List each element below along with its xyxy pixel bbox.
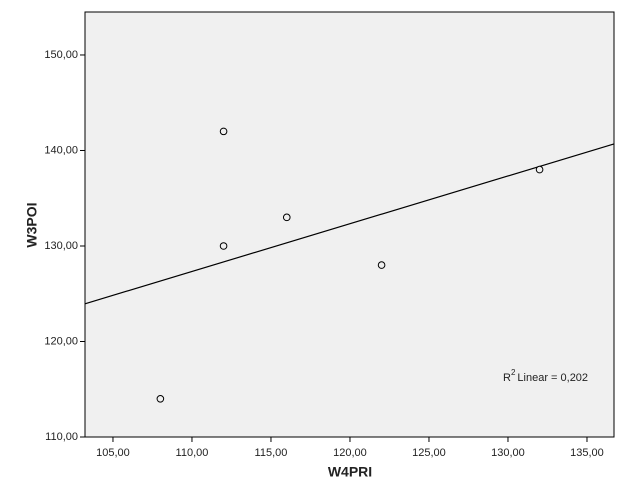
- point: [282, 213, 291, 222]
- x-tick-label: 135,00: [570, 447, 604, 459]
- x-tick-label: 125,00: [412, 447, 446, 459]
- point: [535, 165, 544, 174]
- r-base: R: [503, 372, 511, 384]
- y-axis-title: W3POI: [24, 202, 40, 247]
- x-axis-title: W4PRI: [328, 464, 372, 480]
- x-tick-label: 115,00: [255, 447, 288, 459]
- x-tick-label: 110,00: [176, 447, 209, 459]
- point: [219, 127, 228, 136]
- point: [156, 394, 165, 403]
- x-tick-label: 120,00: [333, 447, 367, 459]
- r-sup: 2: [511, 368, 516, 377]
- x-tick-label: 105,00: [96, 447, 130, 459]
- y-tick-label: 150,00: [44, 49, 78, 61]
- point: [219, 242, 228, 250]
- point: [377, 261, 386, 269]
- fit-line: [84, 143, 615, 305]
- y-tick-label: 120,00: [44, 335, 78, 347]
- y-tick-label: 140,00: [44, 144, 78, 156]
- x-tick-label: 130,00: [491, 447, 525, 459]
- r-text: Linear = 0,202: [517, 372, 588, 384]
- r-squared: R2 Linear = 0,202: [503, 368, 588, 384]
- y-tick-label: 130,00: [44, 240, 78, 252]
- y-tick-label: 110,00: [45, 431, 78, 443]
- plot-area: [84, 11, 615, 438]
